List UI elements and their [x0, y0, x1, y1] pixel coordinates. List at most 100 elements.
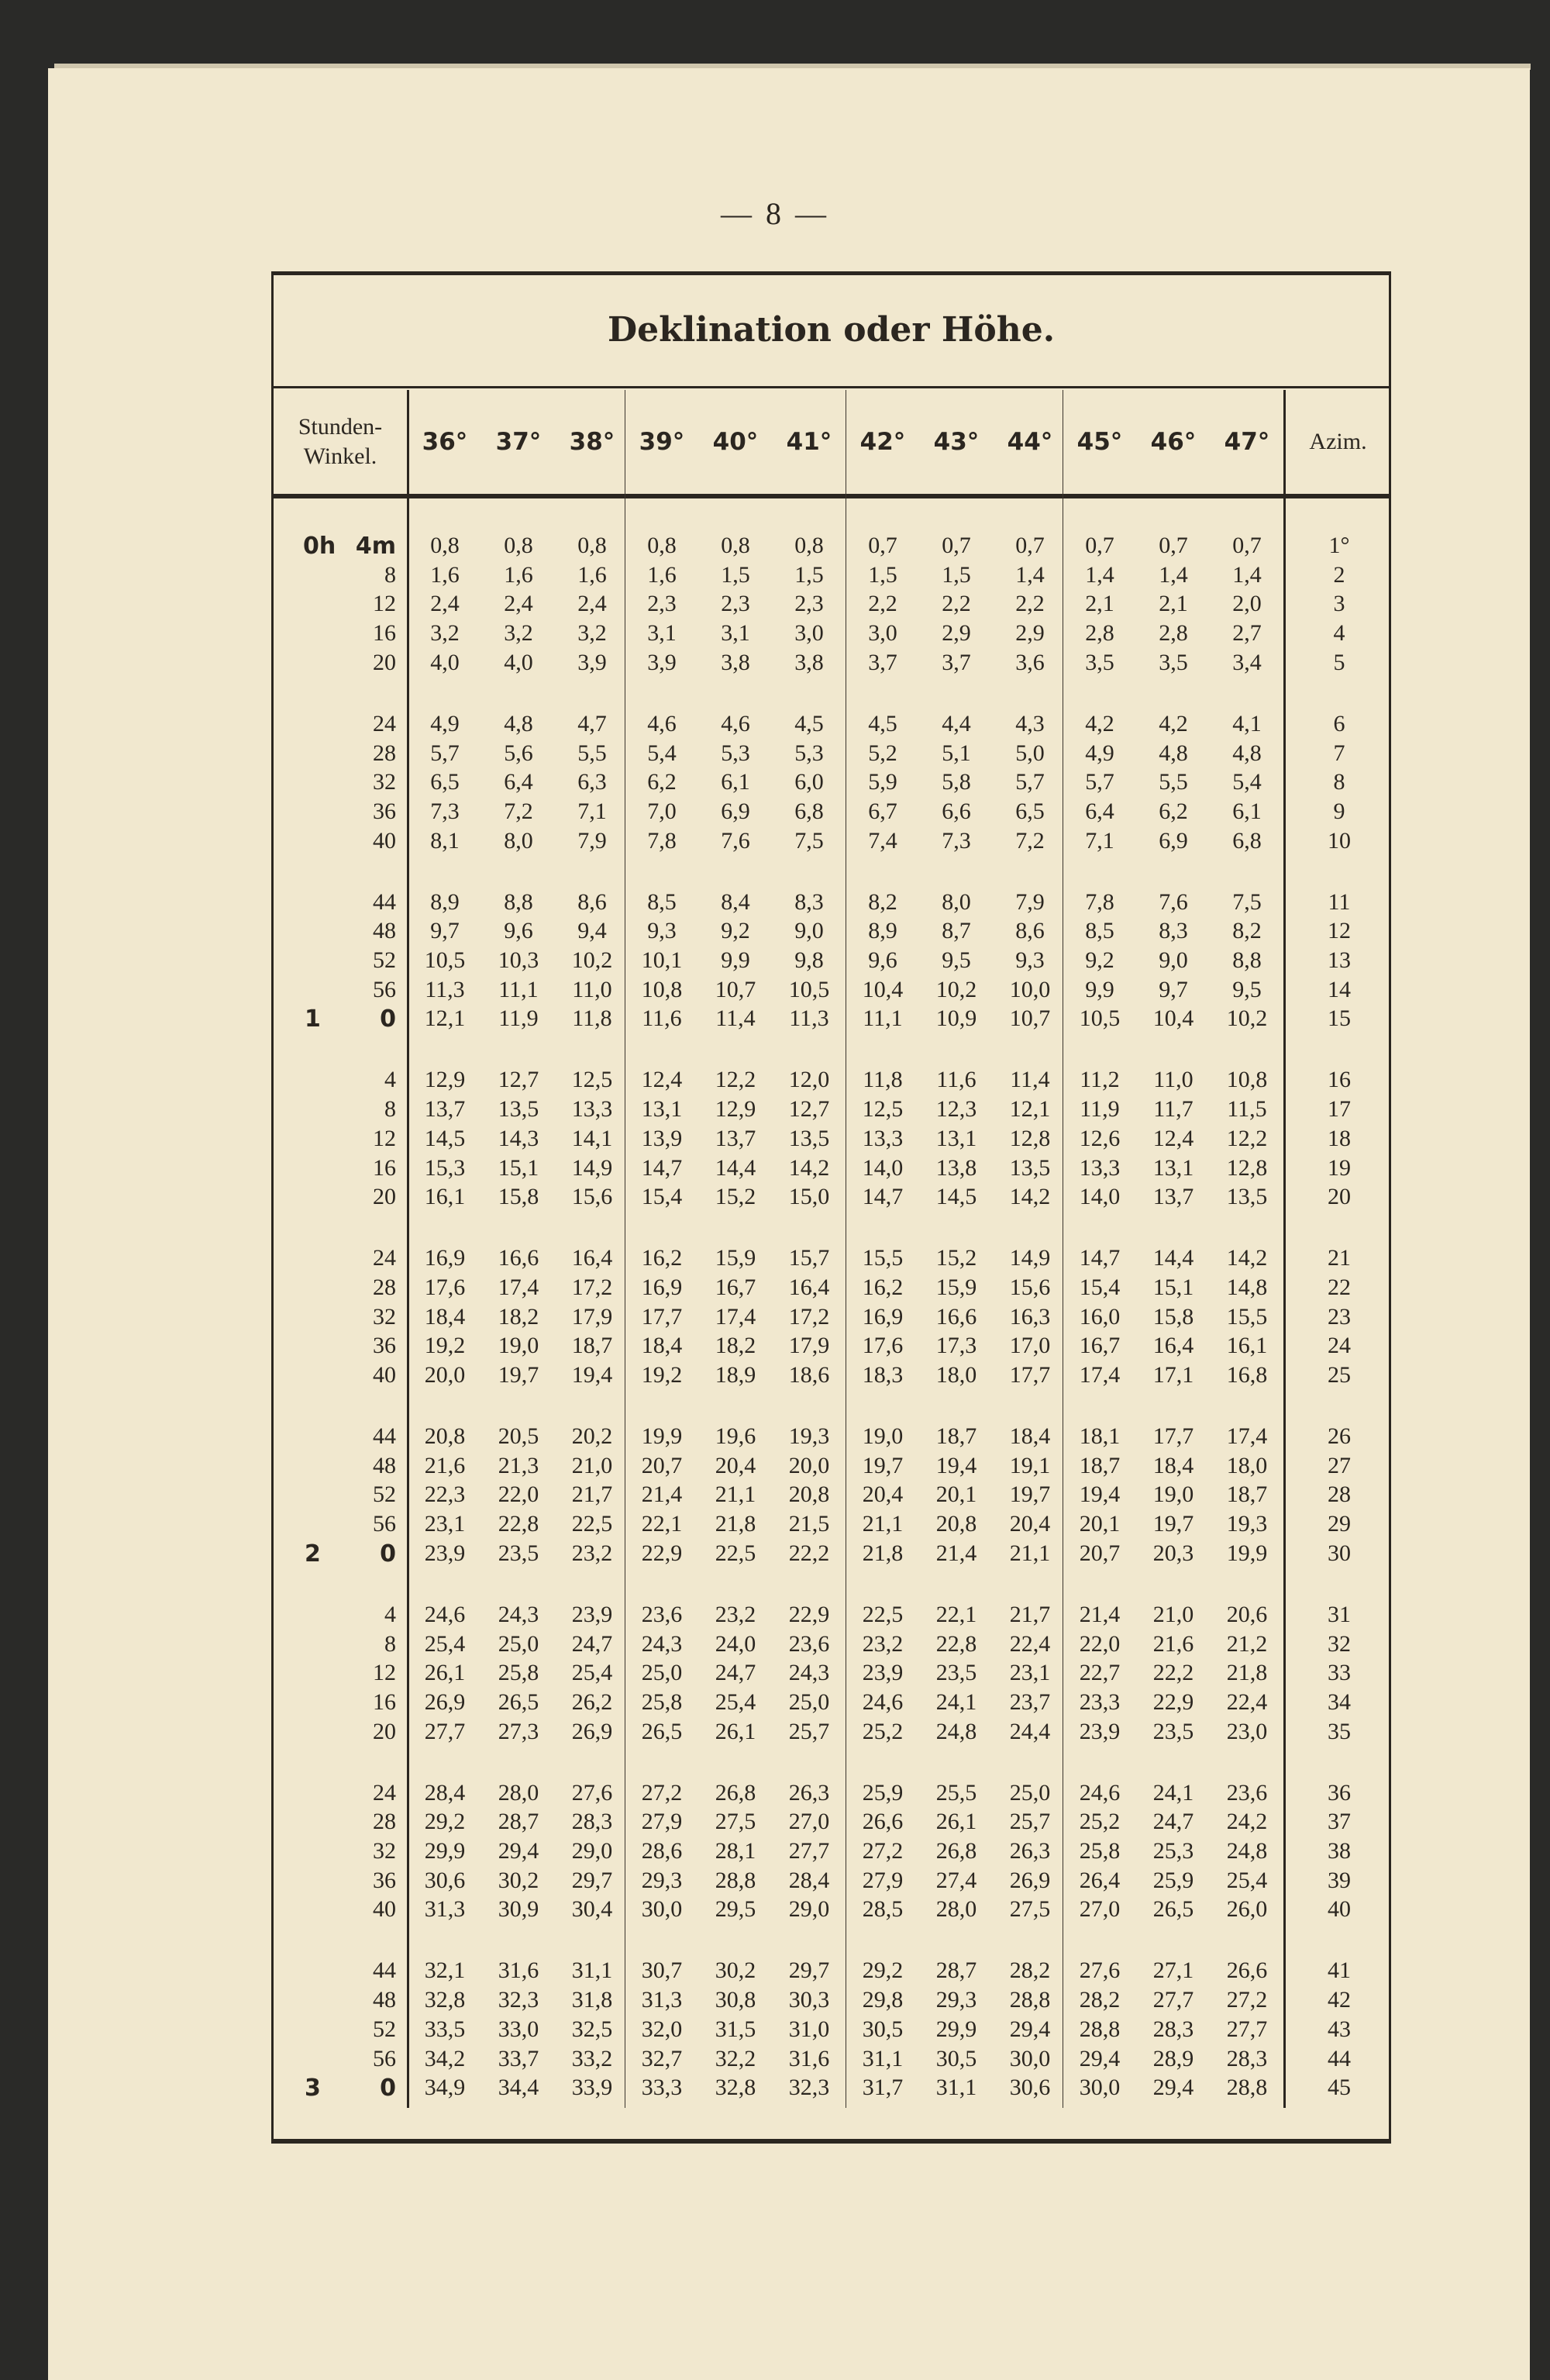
value-cell: 25,8 — [498, 1660, 539, 1686]
value-cell: 2,9 — [1015, 620, 1045, 647]
value-cell: 7,4 — [868, 827, 897, 854]
value-cell: 26,4 — [1079, 1867, 1121, 1893]
value-cell: 20,4 — [715, 1452, 756, 1478]
value-cell: 5,3 — [721, 740, 750, 766]
value-cell: 25,8 — [641, 1688, 683, 1715]
value-cell: 12,6 — [1079, 1125, 1121, 1151]
value-cell: 4,0 — [430, 649, 460, 675]
value-cell: 22,7 — [1079, 1660, 1121, 1686]
value-cell: 16,1 — [1226, 1333, 1268, 1359]
azimuth-cell: 24 — [1328, 1333, 1351, 1359]
minute-label: 4 — [384, 1601, 396, 1627]
value-cell: 32,2 — [715, 2045, 756, 2071]
value-cell: 22,9 — [1152, 1688, 1194, 1715]
table-row: 0h 4m 0,8 0,8 0,8 0,8 0,8 0,8 0,7 0,7 0,7 0,7 0,7 0,7… — [274, 533, 1393, 562]
value-cell: 12,7 — [498, 1067, 539, 1093]
value-cell: 13,5 — [788, 1125, 830, 1151]
value-cell: 21,0 — [1152, 1601, 1194, 1627]
value-cell: 14,0 — [862, 1154, 904, 1181]
value-cell: 20,4 — [862, 1481, 904, 1508]
azimuth-cell: 20 — [1328, 1184, 1351, 1210]
value-cell: 8,6 — [1015, 918, 1045, 944]
value-cell: 25,7 — [1009, 1809, 1051, 1835]
value-cell: 15,4 — [641, 1184, 683, 1210]
azimuth-cell: 7 — [1333, 740, 1345, 766]
value-cell: 3,1 — [721, 620, 750, 647]
value-cell: 7,2 — [1015, 827, 1045, 854]
value-cell: 17,2 — [571, 1274, 613, 1300]
table-row: 56 23,1 22,8 22,5 22,1 21,8 21,5 21,1 20,8 20,4 20… — [274, 1511, 1393, 1540]
value-cell: 13,1 — [935, 1125, 977, 1151]
value-cell: 25,4 — [1226, 1867, 1268, 1893]
value-cell: 1,4 — [1159, 561, 1188, 588]
value-cell: 14,7 — [862, 1184, 904, 1210]
value-cell: 29,3 — [641, 1867, 683, 1893]
value-cell: 23,2 — [571, 1540, 613, 1566]
table-row: 52 10,5 10,3 10,2 10,1 9,9 9,8 9,6 9,5 9,3 9,2 9,0 8… — [274, 947, 1393, 977]
value-cell: 28,8 — [715, 1867, 756, 1893]
header-declination: 38° — [569, 428, 615, 456]
table-row: 12 26,1 25,8 25,4 25,0 24,7 24,3 23,9 23,5 23,1 22… — [274, 1660, 1393, 1689]
value-cell: 30,8 — [715, 1987, 756, 2013]
value-cell: 9,3 — [647, 918, 677, 944]
table-row: 12 2,4 2,4 2,4 2,3 2,3 2,3 2,2 2,2 2,2 2,1 2,1 2,0 3 — [274, 591, 1393, 620]
value-cell: 4,8 — [504, 710, 533, 736]
header-declination: 46° — [1150, 428, 1197, 456]
value-cell: 6,2 — [1159, 798, 1188, 824]
value-cell: 9,7 — [1159, 976, 1188, 1002]
azimuth-cell: 26 — [1328, 1423, 1351, 1449]
value-cell: 30,0 — [1009, 2045, 1051, 2071]
value-cell: 11,8 — [572, 1005, 612, 1032]
value-cell: 9,9 — [721, 947, 750, 973]
table-row: 20 27,7 27,3 26,9 26,5 26,1 25,7 25,2 24,8 24,4 23… — [274, 1719, 1393, 1748]
value-cell: 17,1 — [1152, 1362, 1194, 1388]
value-cell: 4,1 — [1232, 710, 1262, 736]
value-cell: 26,9 — [1009, 1867, 1051, 1893]
table-row: 36 30,6 30,2 29,7 29,3 28,8 28,4 27,9 27,4 26,9 26… — [274, 1868, 1393, 1897]
azimuth-cell: 1° — [1328, 533, 1350, 558]
value-cell: 22,0 — [498, 1481, 539, 1508]
azimuth-cell: 29 — [1328, 1511, 1351, 1537]
minute-label: 12 — [373, 591, 396, 617]
value-cell: 23,7 — [1009, 1688, 1051, 1715]
value-cell: 4,3 — [1015, 710, 1045, 736]
value-cell: 17,0 — [1009, 1333, 1051, 1359]
value-cell: 30,0 — [1079, 2075, 1121, 2101]
value-cell: 24,6 — [424, 1601, 466, 1627]
value-cell: 27,7 — [788, 1838, 830, 1864]
value-cell: 16,0 — [1079, 1303, 1121, 1330]
value-cell: 26,9 — [571, 1718, 613, 1744]
hour-label: 2 — [305, 1540, 321, 1568]
value-cell: 4,2 — [1085, 710, 1114, 736]
azimuth-cell: 38 — [1328, 1838, 1351, 1864]
value-cell: 30,4 — [571, 1896, 613, 1923]
value-cell: 14,9 — [571, 1154, 613, 1181]
value-cell: 19,9 — [1226, 1540, 1268, 1566]
value-cell: 1,5 — [794, 561, 824, 588]
value-cell: 27,0 — [1079, 1896, 1121, 1923]
value-cell: 22,3 — [424, 1481, 466, 1508]
value-cell: 10,8 — [641, 976, 683, 1002]
value-cell: 19,0 — [498, 1333, 539, 1359]
minute-label: 0 — [380, 1005, 396, 1033]
value-cell: 31,1 — [935, 2075, 977, 2101]
value-cell: 30,5 — [862, 2016, 904, 2042]
value-cell: 0,8 — [794, 533, 824, 558]
value-cell: 29,5 — [715, 1896, 756, 1923]
azimuth-cell: 8 — [1333, 769, 1345, 795]
value-cell: 10,7 — [1009, 1005, 1051, 1032]
value-cell: 7,6 — [1159, 888, 1188, 915]
value-cell: 10,3 — [498, 947, 539, 973]
value-cell: 32,3 — [788, 2075, 830, 2101]
value-cell: 7,0 — [647, 798, 677, 824]
value-cell: 25,4 — [715, 1688, 756, 1715]
value-cell: 21,4 — [641, 1481, 683, 1508]
value-cell: 6,6 — [942, 798, 971, 824]
value-cell: 23,6 — [1226, 1779, 1268, 1806]
value-cell: 26,5 — [1152, 1896, 1194, 1923]
value-cell: 3,9 — [577, 649, 607, 675]
value-cell: 11,8 — [863, 1067, 903, 1093]
value-cell: 9,5 — [942, 947, 971, 973]
value-cell: 27,7 — [1152, 1987, 1194, 2013]
value-cell: 0,8 — [647, 533, 677, 558]
